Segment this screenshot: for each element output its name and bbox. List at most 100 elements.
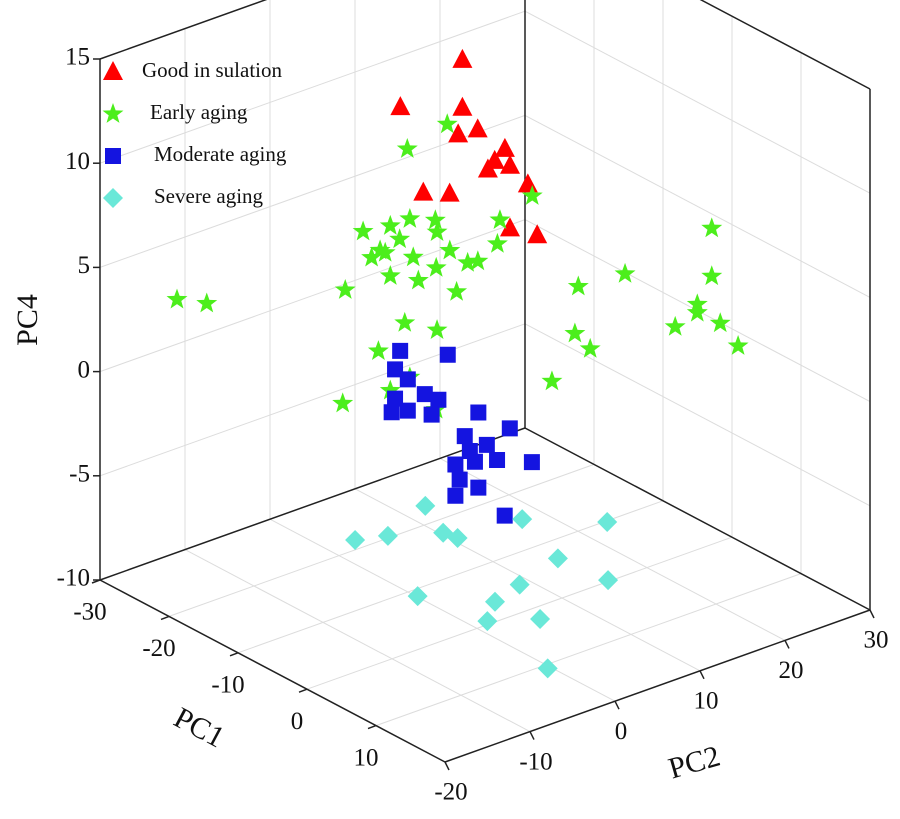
data-point [426, 221, 448, 242]
data-point [439, 239, 461, 260]
data-point [494, 137, 515, 157]
z-tick-label: 10 [65, 148, 90, 175]
data-point [489, 209, 511, 229]
data-point [467, 118, 488, 138]
x-tick-label: -10 [211, 672, 244, 699]
data-point [598, 570, 619, 591]
x-tick-label: 10 [354, 744, 379, 771]
data-point [447, 528, 468, 549]
data-point [439, 182, 460, 202]
data-point [470, 479, 487, 496]
legend-label: Good in sulation [142, 58, 282, 82]
data-point [361, 246, 383, 267]
z-tick-label: 0 [78, 356, 91, 383]
data-point [446, 280, 468, 301]
data-point [413, 181, 434, 201]
data-point [452, 48, 473, 68]
data-point [597, 512, 618, 533]
data-point [547, 548, 568, 569]
legend-label: Early aging [150, 100, 248, 124]
tick-mark [614, 700, 620, 710]
data-point [436, 113, 458, 134]
data-point [166, 288, 188, 309]
data-point [478, 436, 495, 453]
y-tick-label: 0 [615, 718, 628, 745]
data-point [477, 611, 498, 632]
data-point [485, 591, 505, 612]
data-point [564, 322, 586, 343]
data-point [614, 262, 636, 283]
grid-line [700, 0, 871, 90]
tick-mark [444, 761, 450, 771]
tick-mark [699, 670, 705, 680]
legend-label: Moderate aging [154, 142, 287, 166]
z-axis-title: PC4 [11, 294, 44, 346]
z-tick-label: 15 [65, 44, 90, 71]
data-point [407, 586, 428, 607]
data-point [457, 251, 479, 272]
data-point [396, 138, 418, 158]
data-point [701, 265, 723, 286]
data-point [447, 456, 464, 473]
data-point [430, 391, 447, 408]
axis-edge [99, 0, 268, 60]
data-point [512, 509, 533, 530]
grid-line [375, 573, 802, 727]
data-point [352, 220, 374, 241]
data-point [496, 507, 513, 524]
grid-line [269, 518, 616, 702]
tick-mark [869, 609, 875, 619]
tick-mark [298, 688, 308, 693]
data-point [541, 370, 563, 391]
data-point [709, 312, 731, 333]
data-point [523, 454, 540, 471]
data-point [392, 342, 409, 359]
data-point [509, 574, 530, 595]
x-tick-label: 0 [291, 708, 304, 735]
grid-line [99, 323, 526, 477]
grid-line [99, 219, 526, 373]
data-point [415, 495, 436, 516]
grid-line [354, 488, 701, 672]
data-point [451, 471, 468, 488]
y-axis-title: PC2 [665, 740, 724, 786]
data-point [501, 420, 518, 437]
data-point [334, 278, 356, 299]
axis-edge [99, 427, 526, 581]
data-point [425, 256, 447, 277]
tick-mark [229, 652, 239, 657]
data-point [196, 292, 218, 313]
data-point [456, 428, 473, 445]
data-point [579, 337, 601, 358]
data-point [423, 406, 440, 423]
data-point [530, 608, 551, 629]
data-point [486, 232, 508, 253]
x-tick-label: -20 [142, 635, 175, 662]
data-point [448, 123, 469, 143]
data-point [686, 301, 708, 322]
data-point [426, 319, 448, 339]
data-point [424, 209, 446, 230]
data-point [521, 185, 543, 205]
data-point [466, 453, 483, 470]
grid-line [306, 536, 733, 690]
data-point [345, 529, 366, 550]
legend-marker [103, 61, 123, 80]
data-point [387, 390, 404, 407]
legend-label: Severe aging [154, 184, 264, 208]
legend-marker [105, 148, 121, 164]
y-tick-label: -20 [434, 779, 467, 806]
axis-edge [444, 609, 871, 763]
grid-line [184, 549, 531, 733]
y-tick-label: 30 [864, 627, 889, 654]
data-point [416, 386, 433, 403]
data-point [394, 311, 416, 332]
data-point [517, 173, 538, 193]
axis-edge [524, 427, 871, 611]
data-point [399, 371, 416, 388]
data-point [377, 525, 398, 546]
grid-line [524, 10, 871, 194]
tick-mark [784, 640, 790, 649]
data-point [477, 158, 498, 178]
